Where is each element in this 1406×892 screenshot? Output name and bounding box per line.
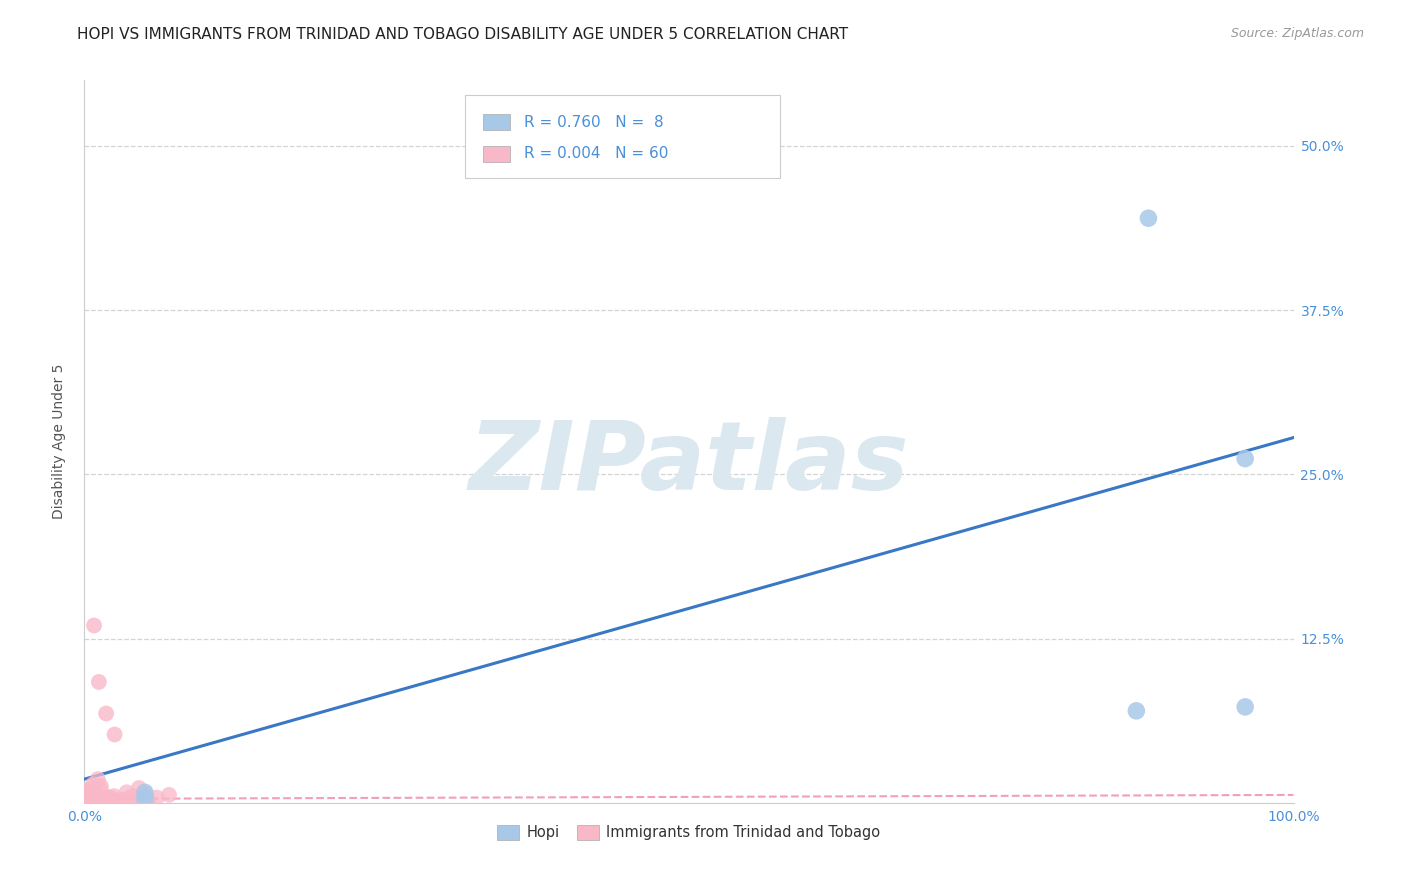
Point xyxy=(104,727,127,741)
Point xyxy=(77,795,100,809)
Bar xyxy=(484,114,510,130)
Point xyxy=(76,795,98,809)
Point xyxy=(83,788,105,802)
Point xyxy=(1137,211,1160,226)
Text: HOPI VS IMMIGRANTS FROM TRINIDAD AND TOBAGO DISABILITY AGE UNDER 5 CORRELATION C: HOPI VS IMMIGRANTS FROM TRINIDAD AND TOB… xyxy=(77,27,848,42)
Text: R = 0.760   N =  8: R = 0.760 N = 8 xyxy=(524,115,664,129)
Point xyxy=(75,789,97,804)
Point xyxy=(94,795,117,809)
Point xyxy=(134,787,156,801)
Text: R = 0.004   N = 60: R = 0.004 N = 60 xyxy=(524,146,669,161)
Point xyxy=(77,785,100,799)
Point xyxy=(82,787,104,801)
Point xyxy=(80,781,103,796)
Legend: Hopi, Immigrants from Trinidad and Tobago: Hopi, Immigrants from Trinidad and Tobag… xyxy=(492,819,886,847)
Point xyxy=(86,790,108,805)
Text: ZIPatlas: ZIPatlas xyxy=(468,417,910,509)
Point xyxy=(77,789,100,804)
Point xyxy=(90,793,112,807)
Point xyxy=(90,795,112,809)
Point xyxy=(77,793,100,807)
Point xyxy=(97,789,120,804)
Point xyxy=(79,788,101,802)
Point xyxy=(87,772,110,786)
Point xyxy=(128,780,150,795)
Point xyxy=(94,706,117,721)
Point xyxy=(1234,451,1257,466)
Point xyxy=(101,795,124,809)
Point xyxy=(83,786,105,800)
Point xyxy=(110,793,132,807)
FancyBboxPatch shape xyxy=(465,95,780,178)
Bar xyxy=(484,146,510,162)
Point xyxy=(75,791,97,805)
Point xyxy=(84,786,107,800)
Point xyxy=(134,792,156,806)
Point xyxy=(76,794,98,808)
Point xyxy=(105,794,128,808)
Point xyxy=(1125,704,1147,718)
Point xyxy=(117,791,139,805)
Point xyxy=(86,795,108,809)
Point xyxy=(79,791,101,805)
Point xyxy=(83,618,105,632)
Text: Source: ZipAtlas.com: Source: ZipAtlas.com xyxy=(1230,27,1364,40)
Point xyxy=(80,795,103,809)
Point xyxy=(127,793,149,807)
Point xyxy=(82,777,104,791)
Point xyxy=(87,675,110,690)
Point xyxy=(87,795,110,809)
Point xyxy=(76,785,98,799)
Point xyxy=(86,795,108,809)
Point xyxy=(93,792,115,806)
Y-axis label: Disability Age Under 5: Disability Age Under 5 xyxy=(52,364,66,519)
Point xyxy=(76,795,98,809)
Point xyxy=(79,794,101,808)
Point xyxy=(76,786,98,800)
Point xyxy=(90,782,112,797)
Point xyxy=(96,794,118,808)
Point xyxy=(103,789,125,804)
Point xyxy=(134,785,156,799)
Point xyxy=(100,791,122,805)
Point xyxy=(157,788,180,802)
Point xyxy=(80,795,103,809)
Point xyxy=(90,779,112,793)
Point xyxy=(75,793,97,807)
Point xyxy=(146,790,169,805)
Point xyxy=(136,793,159,807)
Point xyxy=(121,789,143,804)
Point xyxy=(1234,699,1257,714)
Point xyxy=(75,795,97,809)
Point xyxy=(115,785,138,799)
Point xyxy=(136,793,159,807)
Point xyxy=(77,790,100,805)
Point xyxy=(90,792,112,806)
Point xyxy=(75,784,97,798)
Point xyxy=(75,786,97,800)
